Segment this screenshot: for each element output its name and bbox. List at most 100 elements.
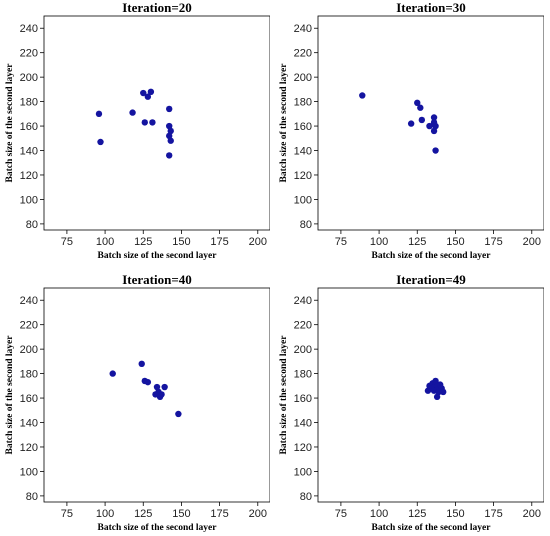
data-point (167, 137, 174, 144)
y-axis-label: Batch size of the second layer (279, 335, 289, 455)
x-tick-label: 200 (523, 236, 541, 248)
data-point (433, 393, 441, 401)
x-tick-label: 100 (96, 508, 114, 520)
data-point (166, 132, 173, 140)
y-tick-label: 140 (294, 146, 312, 158)
y-tick-label: 120 (294, 442, 312, 454)
y-tick-label: 240 (294, 295, 312, 307)
data-point (153, 383, 161, 391)
scatter-plot-svg: Iteration=49 75 100 125 150 175 200 80 100 120 140… (279, 272, 544, 533)
plot-frame (43, 15, 270, 231)
scatter-panel-iteration-20: Iteration=20 75 100 125 150 175 200 80 100 120 140… (0, 0, 270, 262)
y-tick-label: 80 (26, 219, 38, 231)
y-tick-label: 80 (300, 219, 312, 231)
data-point (440, 388, 447, 396)
x-tick-label: 100 (370, 236, 388, 248)
y-tick-label: 240 (294, 23, 312, 35)
data-point (166, 122, 173, 130)
data-point (175, 410, 182, 418)
y-tick-label: 140 (20, 418, 38, 430)
data-point (149, 119, 156, 126)
y-tick-label: 80 (300, 491, 312, 503)
x-tick-label: 200 (249, 236, 267, 248)
y-tick-label: 200 (294, 72, 312, 84)
data-point (414, 99, 421, 107)
data-point (359, 92, 366, 99)
y-tick-label: 120 (294, 170, 312, 182)
y-tick-label: 160 (294, 121, 312, 133)
y-tick-label: 240 (20, 295, 38, 307)
plot-frame (317, 287, 544, 503)
x-tick-label: 175 (484, 508, 502, 520)
x-axis-label: Batch size of the second layer (372, 251, 492, 261)
x-axis-label: Batch size of the second layer (98, 251, 218, 261)
x-tick-label: 125 (408, 508, 426, 520)
y-tick-label: 180 (20, 97, 38, 109)
chart-title: Iteration=30 (396, 0, 466, 15)
y-axis-label: Batch size of the second layer (5, 335, 15, 455)
y-axis-label: Batch size of the second layer (279, 63, 289, 183)
x-axis-label: Batch size of the second layer (372, 523, 492, 533)
scatter-panel-iteration-49: Iteration=49 75 100 125 150 175 200 80 100 120 140… (274, 272, 544, 534)
data-point (97, 138, 104, 146)
x-tick-label: 100 (370, 508, 388, 520)
data-point (432, 377, 439, 385)
data-point (109, 370, 116, 377)
y-tick-label: 180 (20, 369, 38, 381)
y-tick-label: 180 (294, 369, 312, 381)
x-tick-label: 75 (61, 236, 73, 248)
x-tick-label: 125 (408, 236, 426, 248)
x-tick-label: 75 (335, 508, 347, 520)
data-point (418, 116, 426, 124)
data-point (141, 119, 148, 126)
scatter-panel-iteration-30: Iteration=30 75 100 125 150 175 200 80 100 120 140… (274, 0, 544, 262)
scatter-plot-svg: Iteration=30 75 100 125 150 175 200 80 100 120 140… (279, 0, 544, 261)
y-tick-label: 160 (294, 393, 312, 405)
y-tick-label: 100 (20, 194, 38, 206)
y-tick-label: 160 (20, 393, 38, 405)
y-tick-label: 100 (294, 466, 312, 478)
y-tick-label: 160 (20, 121, 38, 133)
data-point (129, 109, 136, 116)
y-tick-label: 220 (294, 320, 312, 332)
y-tick-label: 220 (20, 320, 38, 332)
x-tick-label: 175 (484, 236, 502, 248)
scatter-plot-svg: Iteration=40 75 100 125 150 175 200 80 100 120 140… (5, 272, 270, 533)
data-point (417, 104, 424, 111)
plot-frame (317, 15, 544, 231)
y-axis-label: Batch size of the second layer (5, 63, 15, 183)
chart-title: Iteration=40 (122, 272, 192, 287)
data-point (147, 88, 155, 96)
scatter-panel-iteration-40: Iteration=40 75 100 125 150 175 200 80 100 120 140… (0, 272, 270, 534)
x-tick-label: 125 (134, 236, 152, 248)
y-tick-label: 180 (294, 97, 312, 109)
y-tick-label: 200 (20, 344, 38, 356)
x-tick-label: 125 (134, 508, 152, 520)
x-tick-label: 175 (210, 508, 228, 520)
data-point (161, 383, 168, 391)
y-tick-label: 200 (294, 344, 312, 356)
y-tick-label: 120 (20, 170, 38, 182)
x-tick-label: 175 (210, 236, 228, 248)
y-tick-label: 200 (20, 72, 38, 84)
data-point (158, 391, 165, 398)
plot-frame (43, 287, 270, 503)
y-tick-label: 120 (20, 442, 38, 454)
y-tick-label: 220 (294, 48, 312, 60)
scatter-plot-svg: Iteration=20 75 100 125 150 175 200 80 100 120 140… (5, 0, 270, 261)
data-point (166, 105, 173, 113)
y-tick-label: 140 (294, 418, 312, 430)
x-tick-label: 75 (335, 236, 347, 248)
data-point (138, 360, 145, 368)
x-tick-label: 150 (172, 236, 190, 248)
y-tick-label: 220 (20, 48, 38, 60)
data-point (95, 110, 103, 118)
x-tick-label: 150 (172, 508, 190, 520)
x-axis-label: Batch size of the second layer (98, 523, 218, 533)
data-point (430, 114, 438, 121)
data-point (144, 93, 152, 100)
chart-title: Iteration=20 (122, 0, 192, 15)
x-tick-label: 100 (96, 236, 114, 248)
data-point (432, 122, 439, 130)
data-point (144, 378, 152, 386)
